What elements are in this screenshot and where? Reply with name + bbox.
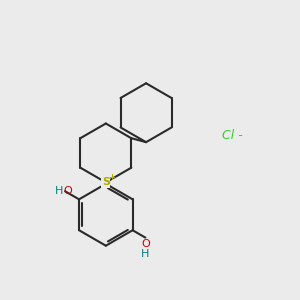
Text: O: O bbox=[141, 239, 150, 249]
Text: +: + bbox=[108, 172, 115, 182]
Text: H: H bbox=[55, 186, 64, 196]
Text: S: S bbox=[102, 177, 110, 188]
Text: Cl -: Cl - bbox=[222, 129, 243, 142]
Text: O: O bbox=[64, 186, 72, 196]
Text: H: H bbox=[141, 249, 149, 259]
